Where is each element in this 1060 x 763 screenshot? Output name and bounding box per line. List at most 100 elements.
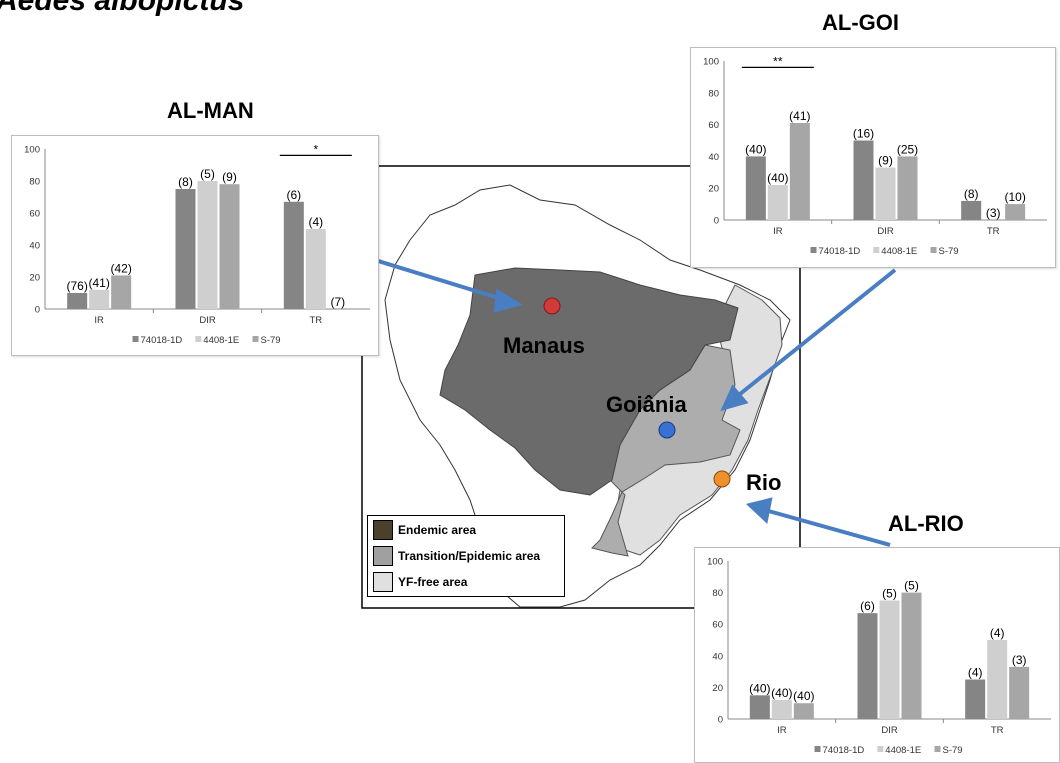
bar-data-label: (9) <box>878 154 893 168</box>
bar <box>789 123 810 220</box>
chart-title-al-man: AL-MAN <box>167 98 254 123</box>
bar <box>857 613 878 719</box>
legend-label: 4408-1E <box>881 246 917 257</box>
chart-al-man: 0 20 40 60 80 100 IR (76) (41)(42) DIR (8) (5) (9) TR… <box>24 142 370 346</box>
legend-item-free: YF-free area <box>373 572 467 592</box>
bar-data-label: (42) <box>110 261 131 275</box>
main-title: Aedes albopictus <box>0 0 245 17</box>
bar-data-label: (4) <box>308 215 323 229</box>
y-tick-label: 100 <box>703 57 719 68</box>
bar-data-label: (40) <box>771 686 792 700</box>
map-legend: Endemic area Transition/Epidemic area YF… <box>367 515 565 597</box>
legend-label: S-79 <box>939 246 959 257</box>
bar <box>1005 204 1026 220</box>
x-tick-label: DIR <box>877 226 894 237</box>
bar-data-label: (4) <box>990 626 1005 640</box>
legend-label: 74018-1D <box>819 246 861 257</box>
arrow-rio <box>764 508 891 547</box>
bar <box>1009 666 1030 719</box>
y-tick-label: 40 <box>29 241 40 252</box>
y-tick-label: 20 <box>29 273 40 284</box>
legend-label-free: YF-free area <box>398 575 468 589</box>
legend-label: S-79 <box>261 335 281 346</box>
bar-data-label: (40) <box>793 689 814 703</box>
y-tick-label: 0 <box>35 305 40 316</box>
arrow-goiania-head <box>720 384 749 412</box>
manaus-dot <box>543 297 561 315</box>
legend-label-endemic: Endemic area <box>398 523 477 537</box>
legend-swatch-endemic <box>373 520 393 540</box>
x-tick-label: DIR <box>881 725 898 736</box>
x-tick-label: TR <box>309 315 322 326</box>
bar-data-label: (76) <box>66 279 87 293</box>
significance-marker: * <box>313 142 318 156</box>
bar-data-label: (25) <box>897 142 918 156</box>
y-tick-label: 0 <box>714 216 719 227</box>
y-tick-label: 40 <box>708 152 719 163</box>
bar-data-label: (8) <box>964 187 979 201</box>
bar <box>965 679 986 719</box>
x-tick-label: IR <box>777 725 787 736</box>
arrow-manaus-head <box>493 288 524 313</box>
chart-panel-al-goi: 0 20 40 60 80 100 IR (40) (40) (41) DIR (16) (9) (25)… <box>690 47 1056 268</box>
bar <box>67 293 88 309</box>
legend-swatch <box>195 336 202 342</box>
bar-data-label: (8) <box>178 175 193 189</box>
bar-data-label: (41) <box>789 109 810 123</box>
legend-swatch <box>132 336 139 342</box>
significance-marker: ** <box>773 54 783 68</box>
bar-data-label: (5) <box>882 587 897 601</box>
chart-title-al-rio: AL-RIO <box>888 511 964 536</box>
bar-data-label: (3) <box>1012 653 1027 667</box>
legend-swatch-free <box>373 572 393 592</box>
legend-swatch <box>877 746 884 752</box>
bar-data-label: (10) <box>1004 190 1025 204</box>
bar <box>219 184 240 309</box>
bar-data-label: (40) <box>749 681 770 695</box>
y-tick-label: 80 <box>29 177 40 188</box>
y-tick-label: 100 <box>24 145 40 156</box>
arrow-goiania <box>733 268 897 400</box>
bar-data-label: (7) <box>330 295 345 309</box>
endemic-region <box>439 267 739 496</box>
y-tick-label: 0 <box>718 715 723 726</box>
bar-data-label: (6) <box>860 599 875 613</box>
legend-swatch <box>930 247 937 253</box>
legend-swatch <box>252 336 259 342</box>
legend-label: 4408-1E <box>885 745 921 756</box>
y-tick-label: 20 <box>708 184 719 195</box>
y-tick-label: 100 <box>707 557 723 568</box>
legend-item-endemic: Endemic area <box>373 520 476 540</box>
bar <box>961 200 982 220</box>
arrow-rio-head <box>745 497 773 524</box>
legend-swatch <box>814 746 821 752</box>
legend-label: 4408-1E <box>203 335 239 346</box>
x-tick-label: DIR <box>199 315 216 326</box>
legend-swatch-transition <box>373 546 393 566</box>
bar <box>793 703 814 719</box>
y-tick-label: 60 <box>708 120 719 131</box>
goiania-dot <box>658 421 676 439</box>
x-tick-label: IR <box>94 315 104 326</box>
bar-data-label: (41) <box>88 276 109 290</box>
legend-swatch <box>873 247 880 253</box>
rio-dot <box>713 470 731 488</box>
bar-data-label: (9) <box>222 170 237 184</box>
bar-data-label: (6) <box>286 188 301 202</box>
chart-panel-al-man: 0 20 40 60 80 100 IR (76) (41) (42) DIR (8) (5) (9) TR… <box>11 135 379 356</box>
bar-data-label: (5) <box>904 579 919 593</box>
y-tick-label: 20 <box>712 683 723 694</box>
bar <box>111 275 132 309</box>
bar <box>283 201 304 309</box>
arrows <box>374 258 897 547</box>
bar <box>771 700 792 719</box>
bar <box>197 181 218 309</box>
arrow-manaus <box>374 258 506 302</box>
bar <box>853 140 874 220</box>
bar-data-label: (40) <box>767 171 788 185</box>
x-tick-label: TR <box>991 725 1004 736</box>
legend-label: S-79 <box>943 745 963 756</box>
bar <box>901 592 922 719</box>
city-label-rio: Rio <box>746 470 782 495</box>
